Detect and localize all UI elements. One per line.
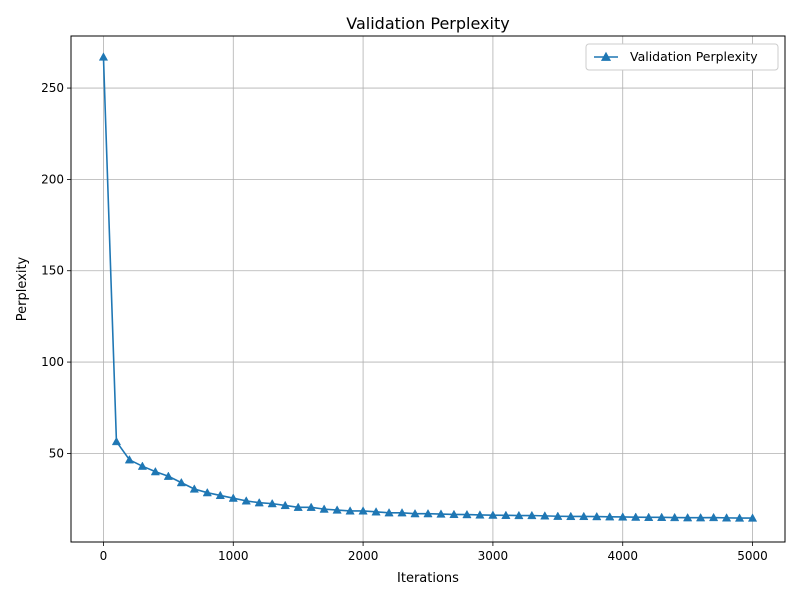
chart-title: Validation Perplexity bbox=[346, 14, 509, 33]
data-point bbox=[202, 487, 212, 497]
y-axis-label: Perplexity bbox=[15, 256, 30, 321]
data-point bbox=[254, 498, 264, 507]
y-tick-label: 250 bbox=[41, 81, 64, 95]
data-point bbox=[176, 477, 186, 487]
y-tick-label: 150 bbox=[41, 264, 64, 278]
data-point bbox=[436, 509, 446, 518]
data-point bbox=[358, 506, 368, 515]
x-tick-label: 1000 bbox=[218, 549, 249, 563]
legend-marker bbox=[600, 51, 612, 61]
data-point bbox=[631, 512, 641, 521]
data-point bbox=[527, 510, 537, 520]
data-point bbox=[708, 512, 719, 522]
y-tick-label: 200 bbox=[41, 172, 64, 186]
data-point bbox=[501, 510, 511, 519]
x-tick-label: 2000 bbox=[348, 549, 379, 563]
data-point bbox=[124, 455, 135, 464]
data-point bbox=[293, 502, 303, 511]
data-point bbox=[111, 436, 122, 446]
data-point bbox=[215, 490, 225, 500]
data-point bbox=[514, 510, 524, 520]
data-point bbox=[592, 511, 602, 521]
data-point bbox=[721, 513, 732, 522]
data-point bbox=[332, 505, 342, 514]
data-point bbox=[734, 513, 745, 522]
data-point bbox=[228, 493, 238, 502]
data-point bbox=[345, 506, 355, 515]
data-point bbox=[579, 511, 589, 521]
legend-box bbox=[585, 43, 779, 71]
x-axis-label: Iterations bbox=[397, 571, 459, 586]
data-point bbox=[618, 512, 628, 521]
data-point bbox=[683, 512, 693, 522]
legend-label: Validation Perplexity bbox=[630, 49, 758, 64]
series bbox=[98, 52, 758, 522]
data-point bbox=[657, 512, 667, 521]
data-point bbox=[150, 466, 161, 476]
data-point bbox=[670, 512, 680, 522]
data-point bbox=[462, 509, 472, 519]
data-point bbox=[189, 484, 199, 493]
data-point bbox=[475, 510, 485, 519]
y-tick-label: 100 bbox=[41, 355, 64, 369]
data-point bbox=[449, 509, 459, 519]
data-point bbox=[423, 508, 433, 518]
data-point bbox=[384, 508, 394, 517]
x-tick-label: 4000 bbox=[607, 549, 638, 563]
data-point bbox=[319, 504, 329, 513]
data-point bbox=[695, 512, 706, 522]
data-point bbox=[488, 510, 498, 519]
data-point bbox=[267, 498, 277, 508]
x-tick-label: 5000 bbox=[737, 549, 768, 563]
plot-frame bbox=[70, 35, 786, 543]
data-point bbox=[644, 512, 654, 521]
data-point bbox=[98, 52, 109, 61]
data-point bbox=[566, 511, 576, 521]
axis-ticks: 0 1000 2000 3000 4000 5000 50 100 150 200 250 bbox=[41, 81, 768, 563]
data-point bbox=[540, 511, 550, 520]
data-point bbox=[397, 508, 407, 517]
data-point bbox=[306, 502, 316, 511]
data-point bbox=[747, 513, 758, 522]
data-point bbox=[553, 511, 563, 520]
x-tick-label: 0 bbox=[100, 549, 108, 563]
grid bbox=[71, 36, 785, 542]
data-point bbox=[605, 512, 615, 521]
x-tick-label: 3000 bbox=[478, 549, 509, 563]
data-point bbox=[137, 461, 148, 470]
legend: Validation Perplexity bbox=[585, 43, 779, 71]
data-point bbox=[280, 500, 290, 510]
y-tick-label: 50 bbox=[49, 446, 64, 460]
data-point bbox=[163, 471, 173, 480]
data-point bbox=[241, 496, 251, 505]
data-point bbox=[371, 507, 381, 516]
data-point bbox=[410, 508, 420, 518]
